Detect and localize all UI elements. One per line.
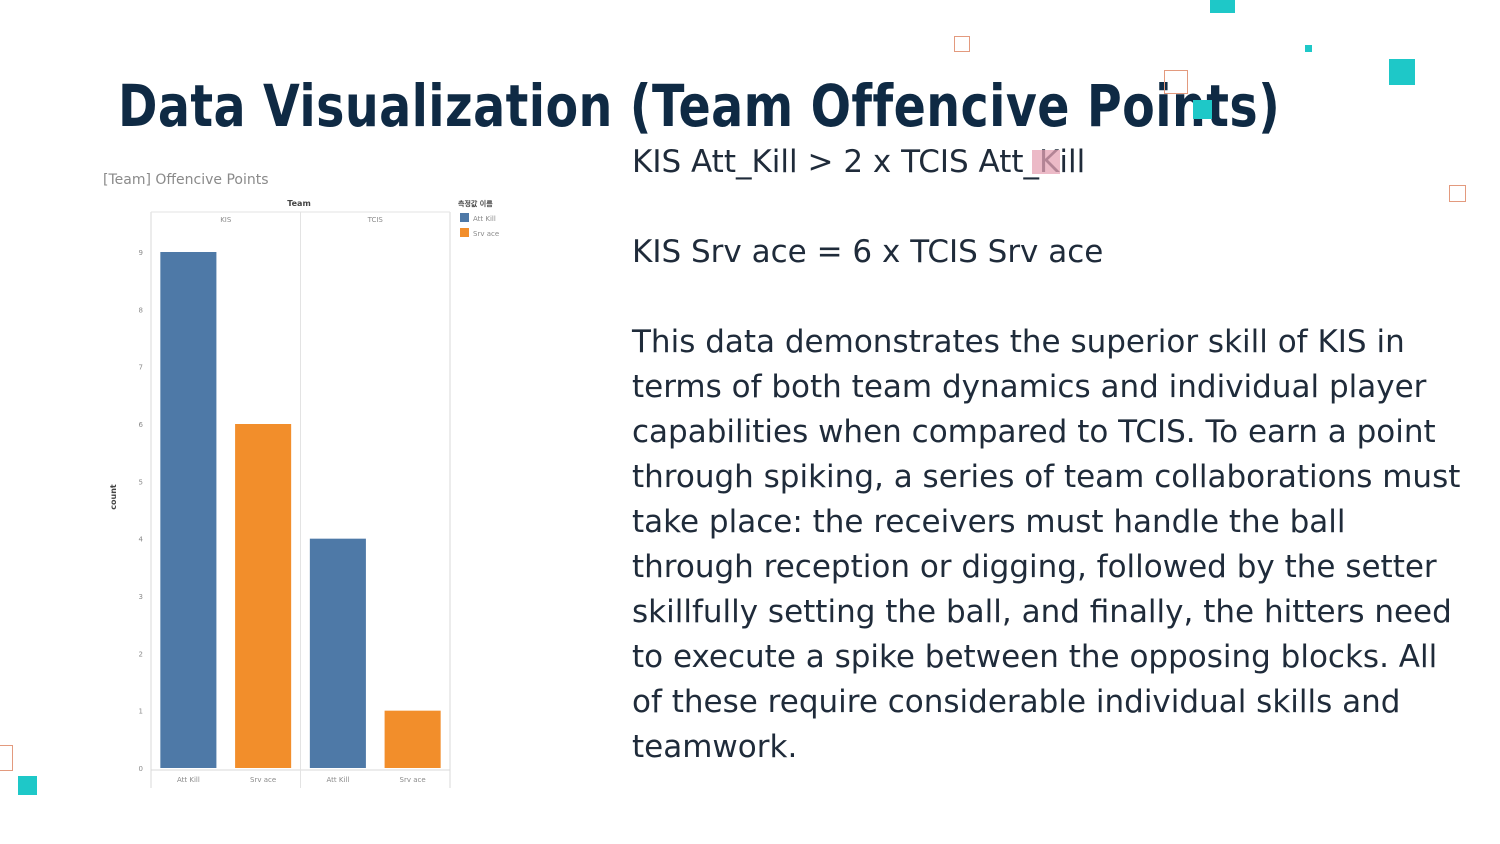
y-tick-label: 6: [139, 421, 144, 429]
deco-square-coral-outline-right: [1449, 185, 1466, 202]
legend-swatch: [460, 228, 469, 237]
x-tick-label: Att Kill: [326, 776, 349, 784]
team-header-label: Team: [287, 199, 311, 208]
slide-title: Data Visualization (Team Offencive Point…: [118, 72, 1281, 140]
x-tick-label: Srv ace: [400, 776, 426, 784]
y-tick-label: 7: [139, 364, 143, 372]
deco-dot-teal: [1305, 45, 1312, 52]
comparison-line-srv-ace: KIS Srv ace = 6 x TCIS Srv ace: [632, 234, 1104, 270]
legend-title: 측정값 이름: [458, 199, 493, 208]
y-tick-label: 2: [139, 650, 143, 658]
bar: [160, 252, 217, 768]
legend-item-label: Att Kill: [473, 215, 496, 223]
deco-square-teal-bottom: [18, 776, 37, 795]
chart-title: [Team] Offencive Points: [103, 172, 269, 188]
legend-swatch: [460, 213, 469, 222]
bar: [384, 710, 441, 768]
comparison-line-att-kill: KIS Att_Kill > 2 x TCIS Att_Kill: [632, 144, 1086, 180]
deco-square-teal-top: [1210, 0, 1235, 13]
y-tick-label: 4: [139, 536, 144, 544]
analysis-paragraph: This data demonstrates the superior skil…: [632, 324, 1461, 765]
y-tick-label: 1: [139, 708, 143, 716]
group-label: KIS: [220, 216, 232, 224]
deco-square-teal-right: [1389, 59, 1415, 85]
deco-square-coral-outline: [954, 36, 970, 52]
slide-body: KIS Att_Kill > 2 x TCIS Att_Kill KIS Srv…: [632, 140, 1462, 770]
y-tick-label: 5: [139, 478, 143, 486]
bar: [235, 424, 292, 768]
x-tick-label: Srv ace: [250, 776, 276, 784]
deco-square-coral-outline-large: [1164, 70, 1188, 94]
y-tick-label: 0: [139, 765, 143, 773]
legend-item-label: Srv ace: [473, 230, 499, 238]
deco-square-teal-small: [1193, 100, 1212, 119]
y-axis-label: count: [109, 484, 118, 510]
y-tick-label: 3: [139, 593, 143, 601]
y-tick-label: 9: [139, 249, 143, 257]
bar: [309, 538, 366, 768]
y-tick-label: 8: [139, 306, 143, 314]
x-tick-label: Att Kill: [177, 776, 200, 784]
bar-chart: [Team] Offencive Points Team count 측정값 이…: [103, 172, 499, 788]
deco-square-coral-outline-left: [0, 745, 13, 771]
group-label: TCIS: [367, 216, 384, 224]
deco-square-pink: [1032, 150, 1060, 174]
